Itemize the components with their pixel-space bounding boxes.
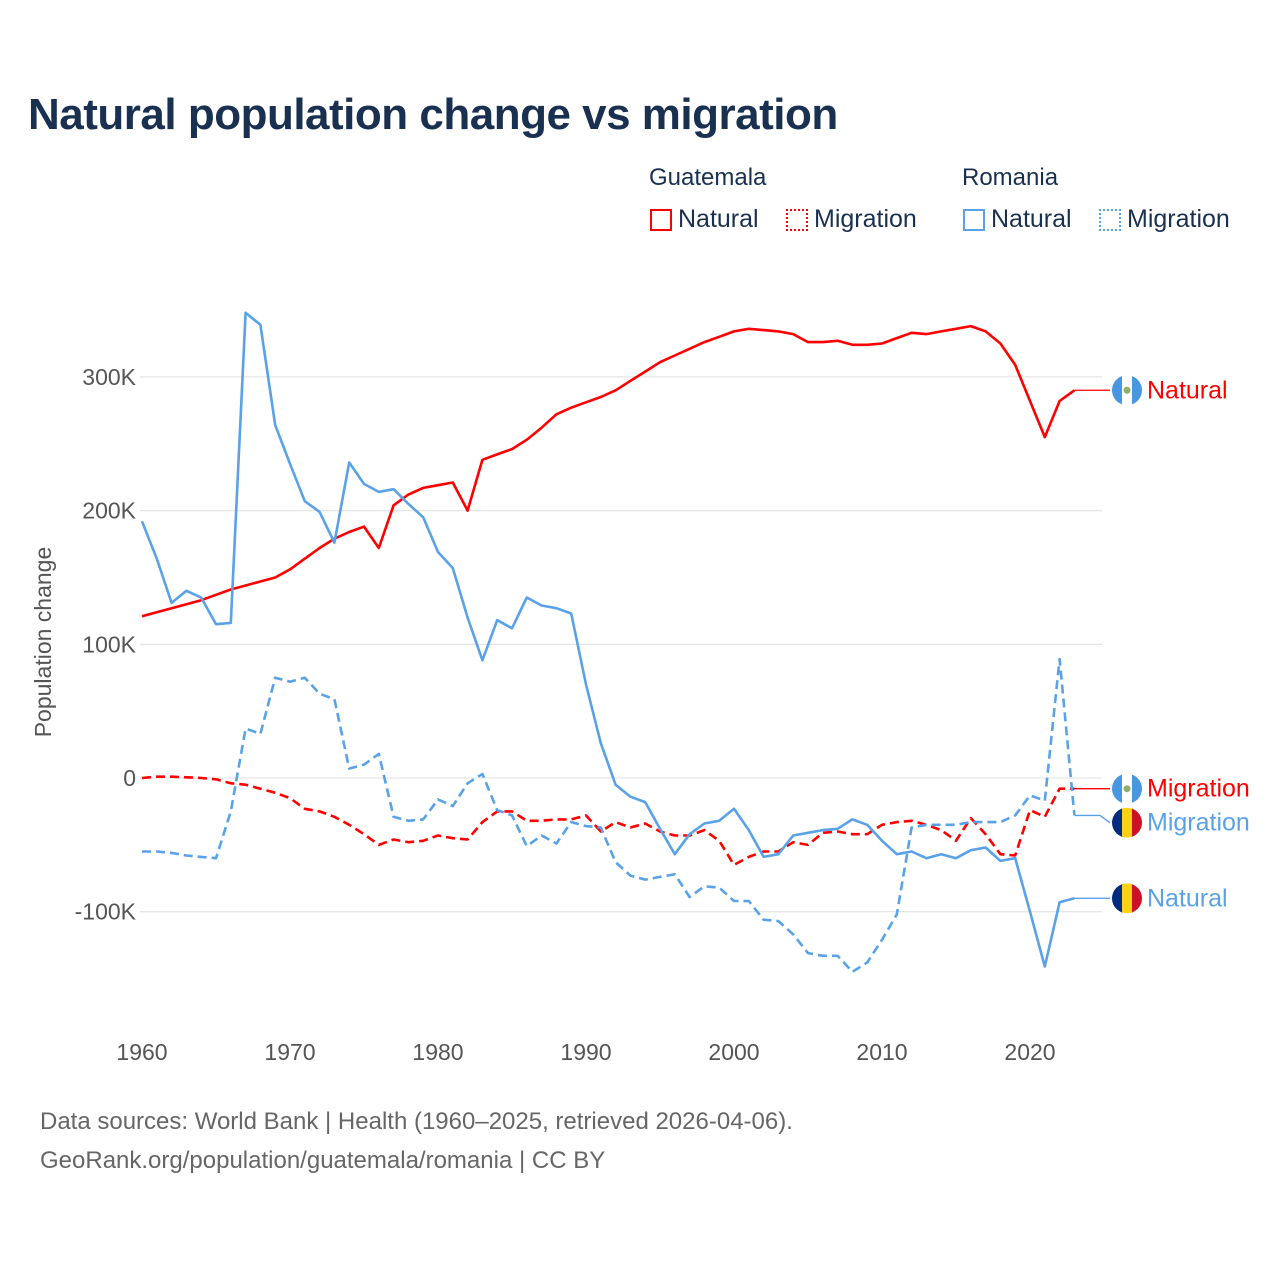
legend-swatch-solid-icon xyxy=(650,208,672,231)
legend-guatemala-migration[interactable]: Migration xyxy=(786,205,917,234)
flag-emblem xyxy=(1123,386,1131,394)
y-tick-label: 200K xyxy=(82,498,136,524)
x-tick-label: 2000 xyxy=(708,1039,759,1065)
footer-sources: Data sources: World Bank | Health (1960–… xyxy=(40,1108,793,1135)
legend-label: Natural xyxy=(678,205,759,233)
series-end-label: Migration xyxy=(1147,809,1250,837)
x-tick-label: 1980 xyxy=(412,1039,463,1065)
flag-stripe xyxy=(1112,773,1123,804)
legend-label: Natural xyxy=(991,205,1072,233)
x-tick-label: 1960 xyxy=(116,1039,167,1065)
x-tick-label: 2010 xyxy=(856,1039,907,1065)
flag-stripe xyxy=(1112,375,1123,406)
legend-romania-migration[interactable]: Migration xyxy=(1099,205,1230,234)
series-line-romania-natural xyxy=(140,311,1075,968)
y-tick-label: 100K xyxy=(82,631,136,657)
series-line-guatemala-migration xyxy=(141,775,1075,867)
flag-emblem xyxy=(1123,785,1131,793)
series-line-guatemala-natural xyxy=(141,324,1076,618)
legend-group-guatemala: Guatemala xyxy=(649,164,767,191)
flag-stripe xyxy=(1132,807,1142,838)
flag-stripe xyxy=(1122,807,1133,838)
flag-stripe xyxy=(1132,375,1142,406)
x-tick-label: 1990 xyxy=(560,1039,611,1065)
romania-flag-icon xyxy=(1112,883,1142,914)
legend-label: Migration xyxy=(814,205,917,233)
label-connector xyxy=(1074,814,1111,824)
y-tick-label: -100K xyxy=(75,899,137,925)
legend-guatemala-natural[interactable]: Natural xyxy=(650,205,759,234)
series-end-label: Natural xyxy=(1147,376,1228,404)
flag-stripe xyxy=(1122,883,1133,914)
y-axis-label: Population change xyxy=(30,547,56,738)
y-tick-label: 0 xyxy=(123,765,136,791)
guatemala-flag-icon xyxy=(1112,375,1142,406)
series-line-romania-migration xyxy=(142,657,1076,974)
legend-group-romania: Romania xyxy=(962,164,1059,191)
flag-stripe xyxy=(1132,883,1142,914)
legend-romania-natural[interactable]: Natural xyxy=(963,205,1072,234)
guatemala-flag-icon xyxy=(1112,773,1142,804)
legend-swatch-solid-icon xyxy=(963,208,985,231)
flag-stripe xyxy=(1112,883,1123,914)
legend-swatch-dotted-icon xyxy=(1099,208,1121,231)
x-tick-label: 2020 xyxy=(1004,1039,1055,1065)
flag-stripe xyxy=(1132,773,1142,804)
legend-label: Migration xyxy=(1127,205,1230,233)
series-end-label: Migration xyxy=(1147,775,1250,803)
legend-swatch-dotted-icon xyxy=(786,208,808,231)
series-end-label: Natural xyxy=(1147,884,1228,912)
x-tick-label: 1970 xyxy=(264,1039,315,1065)
y-tick-label: 300K xyxy=(82,364,136,390)
romania-flag-icon xyxy=(1112,807,1142,838)
footer-link[interactable]: GeoRank.org/population/guatemala/romania… xyxy=(40,1147,606,1174)
chart-title: Natural population change vs migration xyxy=(28,90,838,139)
flag-stripe xyxy=(1112,807,1123,838)
